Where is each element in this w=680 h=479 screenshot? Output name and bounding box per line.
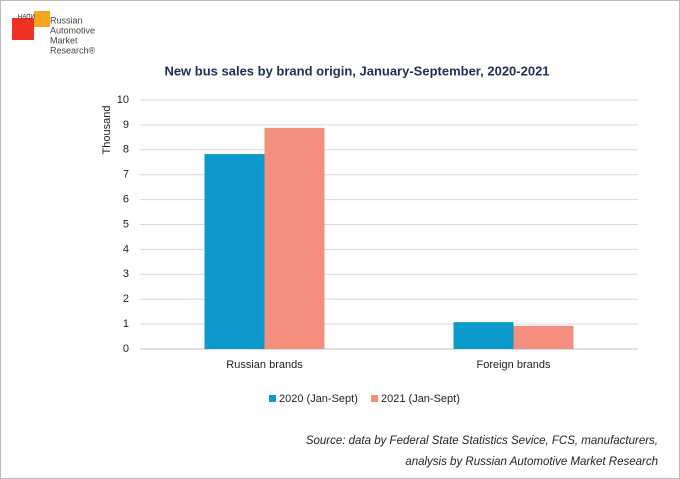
y-tick-label: 5	[123, 218, 129, 230]
x-tick-label: Russian brands	[226, 359, 303, 371]
y-tick-label: 10	[117, 94, 129, 106]
y-tick-label: 3	[123, 268, 129, 280]
legend-swatch	[269, 395, 276, 402]
logo-line: Russian	[50, 15, 83, 25]
logo-line: Automotive	[50, 25, 95, 35]
x-tick-label: Foreign brands	[477, 359, 551, 371]
y-tick-label: 4	[123, 243, 129, 255]
source-note: analysis by Russian Automotive Market Re…	[405, 456, 658, 468]
bar	[204, 154, 265, 349]
y-tick-label: 8	[123, 144, 129, 156]
y-tick-label: 9	[123, 119, 129, 131]
bar	[513, 325, 574, 349]
logo-red	[12, 18, 34, 40]
logo-line: Market	[50, 35, 78, 45]
legend-label: 2021 (Jan-Sept)	[381, 393, 460, 405]
y-tick-label: 7	[123, 169, 129, 181]
bar	[264, 127, 325, 349]
chart-title: New bus sales by brand origin, January-S…	[164, 63, 549, 78]
y-tick-label: 6	[123, 194, 129, 206]
bar	[453, 322, 514, 349]
y-tick-label: 2	[123, 293, 129, 305]
source-note: Source: data by Federal State Statistics…	[306, 435, 658, 447]
y-tick-label: 0	[123, 343, 129, 355]
legend-swatch	[371, 395, 378, 402]
logo-orange	[34, 11, 50, 27]
logo-line: Research®	[50, 45, 96, 55]
y-tick-label: 1	[123, 318, 129, 330]
y-axis-label: Thousand	[101, 106, 113, 155]
logo-mark: НАПИ	[18, 15, 35, 21]
legend-label: 2020 (Jan-Sept)	[279, 393, 358, 405]
